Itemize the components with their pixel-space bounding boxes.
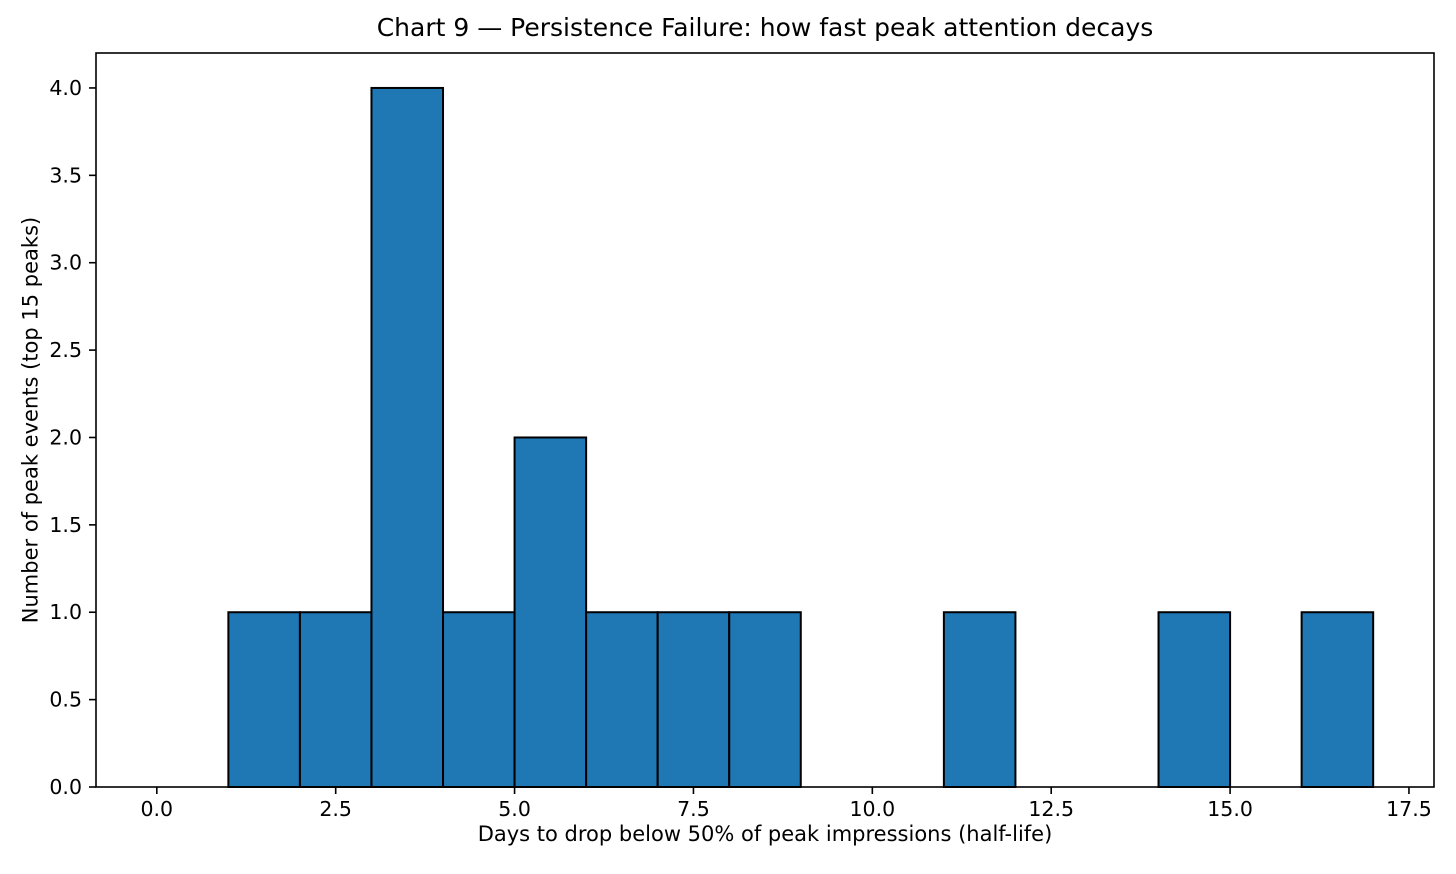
y-axis-tick-label: 3.5	[49, 163, 82, 187]
x-axis-tick-label: 0.0	[141, 797, 174, 821]
histogram-bar	[442, 611, 516, 788]
histogram-bar	[298, 611, 373, 788]
histogram-bar	[227, 611, 301, 788]
y-axis-tick-label: 0.0	[49, 775, 82, 799]
y-axis-tick-label: 0.5	[49, 688, 82, 712]
histogram-bar	[1157, 611, 1232, 788]
x-axis-label: Days to drop below 50% of peak impressio…	[477, 822, 1053, 846]
plot-area: 0.0 2.5 5.0 7.5 10.0 12.5 15.0 17.5 0.0 0.5 1.0 1.5…	[49, 52, 1435, 821]
y-axis-tick-label: 1.5	[49, 513, 82, 537]
y-axis-label: Number of peak events (top 15 peaks)	[18, 216, 43, 624]
x-axis-tick-label: 5.0	[498, 797, 531, 821]
x-axis-tick-label: 7.5	[677, 797, 710, 821]
y-axis-tick-label: 2.0	[49, 425, 82, 449]
y-axis-tick-label: 1.0	[49, 600, 82, 624]
x-axis-tick-label: 10.0	[849, 797, 895, 821]
y-axis-tick-label: 4.0	[49, 76, 82, 100]
x-axis-tick-label: 17.5	[1386, 797, 1432, 821]
histogram-bar	[942, 611, 1017, 788]
histogram-bar	[656, 611, 731, 788]
histogram-bar	[728, 611, 802, 788]
chart-title: Chart 9 — Persistence Failure: how fast …	[376, 13, 1154, 42]
histogram-bar	[370, 86, 445, 788]
x-axis-tick-label: 12.5	[1028, 797, 1074, 821]
histogram-bar	[513, 436, 588, 788]
x-axis-tick-label: 2.5	[319, 797, 352, 821]
y-axis-tick-label: 2.5	[49, 338, 82, 362]
histogram-bar	[1300, 611, 1375, 788]
axes-spines	[95, 52, 1435, 788]
y-axis-tick-label: 3.0	[49, 251, 82, 275]
histogram-bar	[585, 611, 659, 788]
x-axis-tick-label: 15.0	[1207, 797, 1253, 821]
